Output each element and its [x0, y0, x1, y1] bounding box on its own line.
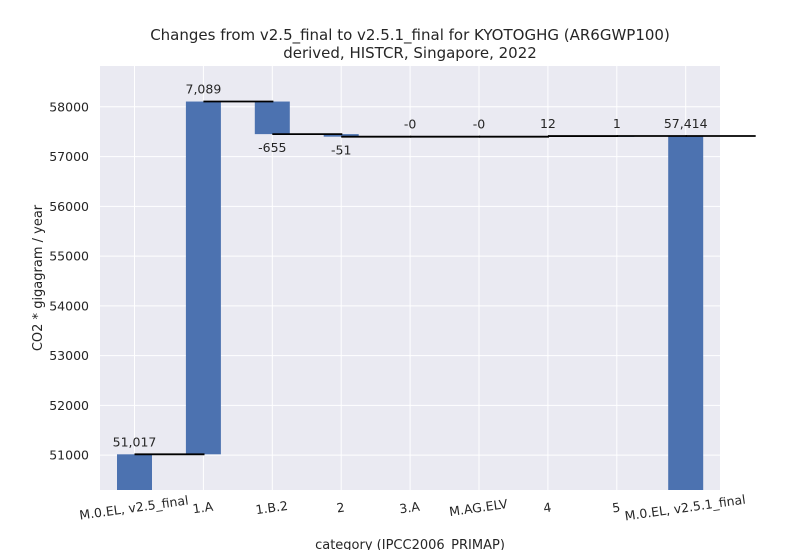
y-tick-labels: 51000 52000 53000 54000 55000 56000 57000 58000	[49, 99, 89, 462]
data-label: -655	[258, 140, 286, 155]
x-tick-label: 5	[611, 500, 621, 516]
bar	[323, 134, 359, 137]
x-tick-label: 3.A	[398, 499, 421, 517]
x-tick-label: 1.A	[192, 499, 215, 517]
data-label: 57,414	[664, 116, 708, 131]
data-label: 51,017	[113, 434, 157, 449]
connector-lines	[134, 100, 756, 456]
y-tick-label: 54000	[49, 298, 89, 313]
chart-subtitle: derived, HISTCR, Singapore, 2022	[283, 44, 537, 62]
data-label: -51	[331, 143, 351, 158]
bars	[117, 101, 704, 490]
y-tick-label: 53000	[49, 348, 89, 363]
y-tick-label: 57000	[49, 149, 89, 164]
y-axis-label: CO2 * gigagram / year	[31, 204, 46, 351]
y-tick-label: 58000	[49, 99, 89, 114]
x-tick-label: 2	[336, 500, 346, 516]
bar	[117, 454, 152, 490]
y-tick-label: 51000	[49, 448, 89, 463]
y-tick-label: 56000	[49, 199, 89, 214]
data-label: 12	[540, 116, 556, 131]
x-tick-label: 1.B.2	[255, 498, 289, 517]
chart-title: Changes from v2.5_final to v2.5.1_final …	[150, 26, 670, 45]
x-tick-label: M.0.EL, v2.5_final	[78, 492, 189, 522]
x-tick-labels: M.0.EL, v2.5_final 1.A 1.B.2 2 3.A M.AG.ELV 4 5…	[78, 492, 746, 524]
x-tick-label: 4	[542, 500, 552, 516]
bar	[185, 101, 221, 455]
x-axis-label: category (IPCC2006_PRIMAP)	[315, 538, 505, 550]
data-label: -0	[404, 117, 417, 132]
y-tick-label: 55000	[49, 249, 89, 264]
x-tick-label: M.AG.ELV	[448, 496, 509, 519]
data-label: 7,089	[186, 82, 222, 97]
bar	[668, 135, 704, 490]
data-labels: 51,017 7,089 -655 -51 -0 -0 12 1 57,414	[113, 82, 708, 450]
bar	[254, 101, 290, 135]
y-tick-label: 52000	[49, 398, 89, 413]
x-tick-label: M.0.EL, v2.5.1_final	[624, 492, 747, 524]
data-label: 1	[613, 116, 621, 131]
data-label: -0	[473, 117, 486, 132]
